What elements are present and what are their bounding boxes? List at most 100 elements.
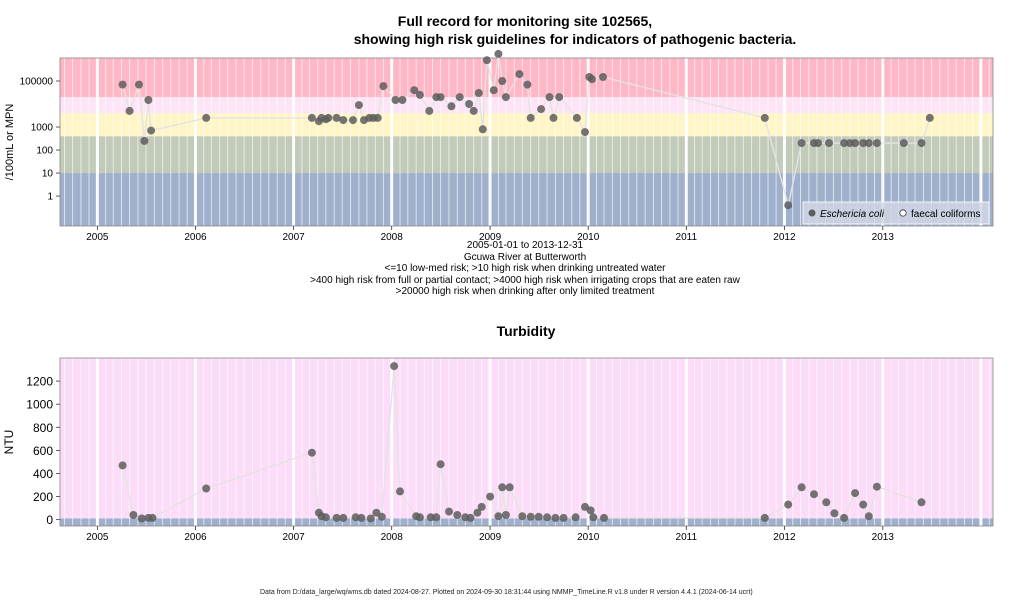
y-tick-label: 200 [33, 490, 53, 504]
data-point [545, 93, 554, 102]
y-tick-label: 100000 [20, 77, 54, 88]
x-tick-label: 2007 [282, 532, 305, 543]
data-point [332, 113, 341, 122]
data-point [925, 113, 934, 122]
data-point [859, 139, 868, 148]
data-point [118, 461, 127, 470]
data-point [486, 492, 495, 501]
data-point [447, 102, 456, 111]
data-point [432, 513, 441, 522]
x-tick-label: 2012 [773, 532, 796, 543]
x-tick-label: 2010 [577, 532, 600, 543]
data-point [784, 500, 793, 509]
data-point [551, 513, 560, 522]
data-point [872, 139, 881, 148]
data-point [202, 113, 211, 122]
data-point [571, 513, 580, 522]
data-point [572, 113, 581, 122]
data-point [415, 513, 424, 522]
data-point [830, 509, 839, 518]
data-point [453, 511, 462, 519]
data-point [202, 484, 211, 493]
data-point [339, 116, 348, 125]
data-point [307, 448, 316, 457]
data-point [466, 513, 475, 522]
data-point [589, 513, 598, 522]
data-point [135, 80, 143, 89]
band-limited-treatment-risk [60, 58, 993, 98]
data-point [917, 139, 926, 148]
data-point [864, 512, 873, 521]
x-tick-label: 2010 [577, 232, 600, 240]
series-turbidity [118, 362, 926, 523]
data-point [391, 96, 400, 104]
subtitle-line-site: Gcuwa River at Butterworth [463, 251, 587, 263]
data-point [526, 113, 535, 122]
grid [64, 58, 990, 226]
data-point [526, 512, 535, 521]
legend-label-e-coli: Eschericia coli [820, 209, 885, 220]
chart-title-line1: Full record for monitoring site 102565, [397, 13, 653, 29]
data-point [415, 90, 424, 99]
data-point [840, 513, 849, 522]
data-point [357, 513, 366, 522]
data-point [917, 498, 926, 507]
band-contact-risk [60, 113, 993, 137]
bacteria-chart: 1 10 100 1000 100000/100mL or MPN 2005 2006 200… [4, 49, 994, 240]
data-point [436, 460, 445, 469]
data-point [410, 86, 419, 95]
data-point [797, 483, 806, 492]
legend-marker-e-coli [808, 209, 816, 217]
data-point [494, 512, 503, 521]
data-point [543, 513, 552, 522]
data-point [137, 514, 146, 523]
x-tick-label: 2005 [86, 532, 109, 543]
data-point [445, 507, 453, 516]
subtitle-line-date-range: 2005-01-01 to 2013-12-31 [466, 240, 584, 251]
data-point [426, 513, 435, 522]
plot-background [60, 358, 993, 526]
data-point [354, 101, 363, 110]
data-point [581, 128, 589, 137]
legend-label-faecal-coliforms: faecal coliforms [911, 209, 980, 220]
x-tick-label: 2012 [773, 232, 796, 240]
y-axis-label: NTU [2, 430, 16, 455]
data-point [396, 487, 404, 496]
data-point [760, 113, 769, 122]
data-point [851, 139, 860, 148]
data-point [555, 93, 564, 102]
data-point [339, 513, 348, 522]
data-point [129, 511, 138, 519]
data-point [148, 513, 157, 522]
data-point [501, 511, 510, 519]
data-point [840, 139, 849, 148]
data-point [465, 100, 474, 108]
y-axis-label: /100mL or MPN [4, 104, 16, 181]
y-tick-label: 800 [33, 421, 53, 435]
legend-marker-faecal-coliforms [899, 209, 907, 217]
x-tick-label: 2008 [381, 532, 404, 543]
data-point [140, 136, 149, 145]
data-point [436, 93, 445, 102]
data-point [851, 489, 860, 498]
data-point [588, 75, 596, 84]
x-tick-label: 2008 [381, 232, 404, 240]
x-tick-label: 2006 [184, 532, 207, 543]
data-point [810, 490, 818, 499]
subtitle-line-risk-treatment: >20000 high risk when drinking after onl… [395, 286, 655, 298]
x-tick-label: 2009 [479, 232, 502, 240]
chart-title-line2: showing high risk guidelines for indicat… [353, 31, 797, 47]
data-point [473, 508, 482, 517]
y-tick-label: 1200 [26, 375, 53, 389]
x-tick-label: 2009 [479, 532, 502, 543]
data-point [501, 93, 510, 102]
data-point [784, 201, 793, 210]
x-tick-label: 2013 [872, 232, 895, 240]
y-tick-label: 400 [33, 467, 53, 481]
band-low-turbidity [60, 518, 993, 526]
data-point [125, 106, 134, 115]
data-point [477, 502, 486, 511]
data-point [366, 514, 375, 523]
y-tick-label: 10 [42, 169, 54, 180]
